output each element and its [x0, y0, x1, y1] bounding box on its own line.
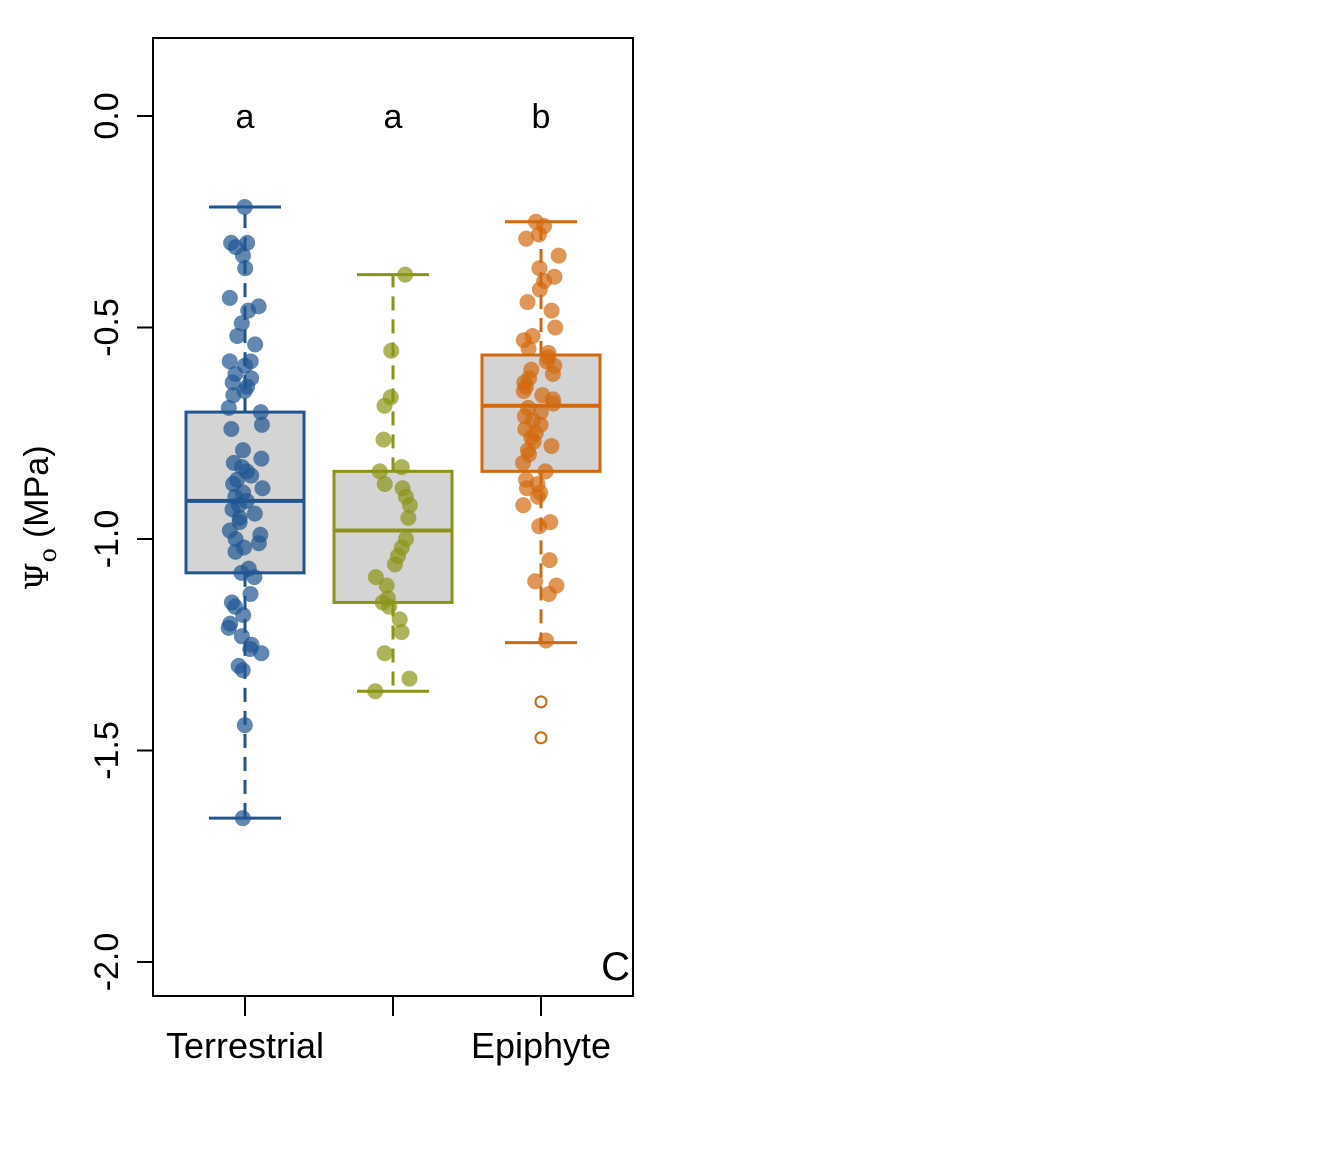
data-point	[375, 431, 392, 448]
data-point	[246, 505, 263, 522]
data-point	[253, 645, 270, 662]
data-point	[221, 353, 238, 370]
data-point	[383, 342, 400, 359]
box-group: a	[184, 98, 306, 827]
data-point	[253, 416, 270, 433]
box-group: a	[332, 98, 454, 700]
data-point	[529, 488, 546, 505]
data-point	[540, 585, 557, 602]
data-point	[247, 336, 264, 353]
y-tick-label: -1.0	[88, 510, 126, 569]
data-point	[371, 463, 388, 480]
data-point	[234, 247, 251, 264]
data-point	[233, 564, 250, 581]
data-point	[236, 717, 253, 734]
data-point	[221, 289, 238, 306]
data-point	[234, 442, 251, 459]
data-point	[397, 266, 414, 283]
significance-letter: a	[384, 98, 403, 136]
data-point	[254, 480, 271, 497]
data-point	[376, 645, 393, 662]
data-point	[401, 497, 418, 514]
outlier-point	[534, 695, 548, 709]
x-tick-label: Epiphyte	[471, 1025, 611, 1066]
data-point	[250, 535, 267, 552]
data-point	[240, 302, 257, 319]
x-tick-label: Terrestrial	[166, 1025, 324, 1066]
data-point	[236, 198, 253, 215]
data-point	[515, 454, 532, 471]
y-axis-title-subscript: o	[34, 548, 62, 562]
data-point	[224, 374, 241, 391]
significance-letter: b	[532, 98, 551, 136]
data-point	[376, 476, 393, 493]
y-tick-label: -0.5	[88, 298, 126, 357]
data-point	[393, 624, 410, 641]
data-point	[538, 632, 555, 649]
data-point	[543, 302, 560, 319]
data-point	[544, 366, 561, 383]
data-point	[550, 247, 567, 264]
x-axis: Terrestrial Epiphyte	[166, 996, 611, 1066]
data-point	[527, 573, 544, 590]
data-point	[381, 598, 398, 615]
data-point	[227, 543, 244, 560]
data-point	[519, 294, 536, 311]
data-point	[367, 683, 384, 700]
data-point	[223, 421, 240, 438]
data-point	[400, 509, 417, 526]
y-axis: 0.0 -0.5 -1.0 -1.5 -2.0	[88, 92, 153, 991]
data-point	[246, 569, 263, 586]
data-point	[234, 810, 251, 827]
data-point	[386, 556, 403, 573]
data-point	[518, 230, 535, 247]
data-point	[531, 260, 548, 277]
data-point	[220, 619, 237, 636]
data-point	[520, 340, 537, 357]
data-point	[235, 607, 252, 624]
y-axis-title: Ψo (MPa)	[18, 445, 62, 590]
data-point	[220, 399, 237, 416]
y-axis-title-unit: (MPa)	[18, 445, 56, 538]
data-point	[531, 518, 548, 535]
data-point	[252, 404, 269, 421]
data-point	[376, 397, 393, 414]
y-axis-title-symbol: Ψ	[18, 562, 56, 590]
data-point	[537, 463, 554, 480]
data-point	[531, 281, 548, 298]
data-point	[541, 552, 558, 569]
panel-label: C	[601, 945, 630, 989]
data-point	[378, 577, 395, 594]
y-tick-label: -2.0	[88, 933, 126, 992]
data-point	[391, 611, 408, 628]
data-point	[545, 395, 562, 412]
data-point	[253, 450, 270, 467]
y-tick-label: -1.5	[88, 721, 126, 780]
data-point	[401, 670, 418, 687]
data-point	[530, 226, 547, 243]
data-point	[234, 662, 251, 679]
data-point	[543, 437, 560, 454]
data-point	[243, 467, 260, 484]
data-point	[367, 569, 384, 586]
box-group: b	[480, 98, 602, 745]
data-point	[225, 387, 242, 404]
iqr-box	[332, 469, 454, 604]
data-point	[393, 459, 410, 476]
data-point	[242, 585, 259, 602]
y-tick-label: 0.0	[88, 92, 126, 139]
data-point	[515, 497, 532, 514]
data-point	[518, 480, 535, 497]
data-point	[515, 382, 532, 399]
data-point	[233, 315, 250, 332]
data-point	[237, 260, 254, 277]
outlier-point	[534, 731, 548, 745]
significance-letter: a	[236, 98, 255, 136]
data-point	[229, 327, 246, 344]
data-point	[547, 319, 564, 336]
